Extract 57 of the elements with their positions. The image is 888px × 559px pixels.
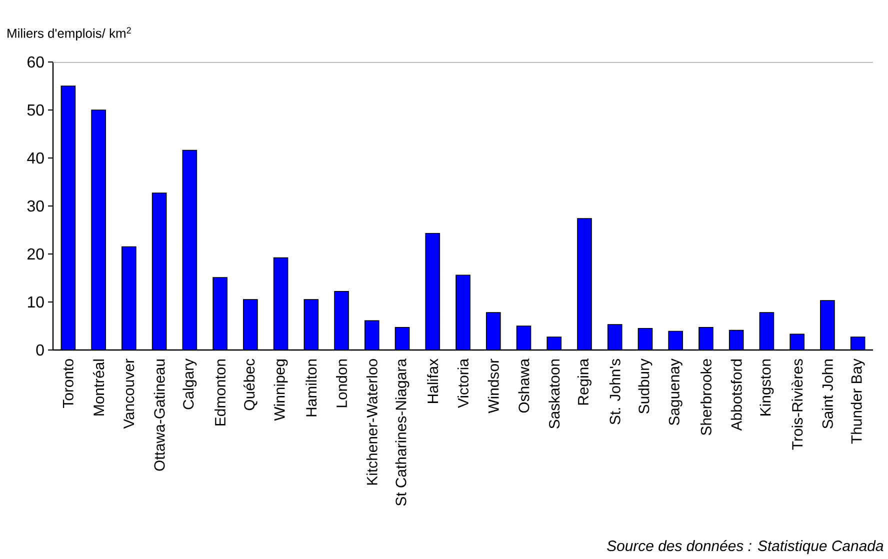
x-tick-label: London	[336, 359, 348, 408]
y-tick-label: 20	[28, 248, 44, 260]
x-tick-label: Québec	[244, 358, 258, 410]
y-tick-label: 50	[27, 104, 44, 116]
bar	[516, 326, 532, 350]
x-tick-label: Hamilton	[306, 359, 317, 416]
bar	[243, 299, 258, 350]
bar	[212, 277, 228, 350]
x-tick-label: Edmonton	[214, 359, 226, 426]
bar	[91, 110, 106, 350]
bar	[425, 232, 440, 350]
x-tick-label: St. John's	[609, 359, 620, 424]
bar	[638, 328, 653, 350]
x-tick-label: Sherbrooke	[700, 359, 712, 436]
x-tick-label: Kingston	[760, 359, 774, 416]
x-tick-label: Winnipeg	[274, 359, 288, 421]
x-tick-label: Windsor	[488, 358, 499, 414]
bar	[759, 312, 774, 350]
x-tick-label: Trois-Rivières	[792, 359, 803, 450]
bar	[304, 299, 319, 350]
x-tick-label: Calgary	[182, 358, 197, 410]
x-tick-label: Thunder Bay	[850, 358, 865, 444]
y-tick-label: 0	[36, 344, 44, 356]
x-tick-label: Abbotsford	[730, 359, 742, 431]
bar	[182, 150, 198, 350]
x-tick-label: Vancouver	[124, 358, 134, 429]
x-tick-label: Saguenay	[668, 358, 682, 426]
x-tick-label: Halifax	[427, 358, 438, 403]
bar	[122, 246, 136, 350]
bar	[334, 291, 349, 350]
x-tick-label: Saskatoon	[548, 359, 560, 428]
bar	[152, 192, 167, 350]
bar	[486, 312, 501, 350]
x-tick-label: Saint John	[822, 359, 833, 428]
y-tick-label: 60	[28, 56, 44, 68]
x-tick-label: Victoria	[458, 358, 468, 408]
y-tick-label: 30	[27, 200, 44, 212]
x-tick-label: Oshawa	[518, 358, 530, 413]
bar	[820, 300, 835, 350]
x-tick-label: Sudbury	[638, 358, 652, 414]
bar	[394, 327, 410, 350]
x-tick-label: Regina	[578, 358, 592, 405]
x-tick-label: St Catharines-Niagara	[395, 358, 410, 506]
y-tick-label: 10	[28, 296, 44, 308]
bar	[456, 274, 470, 350]
x-tick-label: Toronto	[62, 359, 74, 408]
bar	[273, 257, 288, 350]
source-note: Source des données : Statistique Canada	[607, 540, 884, 554]
bar	[60, 86, 76, 350]
x-tick-label: Ottawa-Gatineau	[154, 360, 165, 471]
bar	[364, 320, 380, 350]
bar	[577, 218, 592, 350]
x-tick-label: Montréal	[92, 360, 104, 416]
x-tick-label: Kitchener-Waterloo	[366, 359, 378, 485]
y-tick-label: 40	[27, 152, 44, 164]
y-axis-title: Miliers d'emplois/ km$^{2}$	[8, 27, 131, 40]
bar	[728, 330, 744, 350]
